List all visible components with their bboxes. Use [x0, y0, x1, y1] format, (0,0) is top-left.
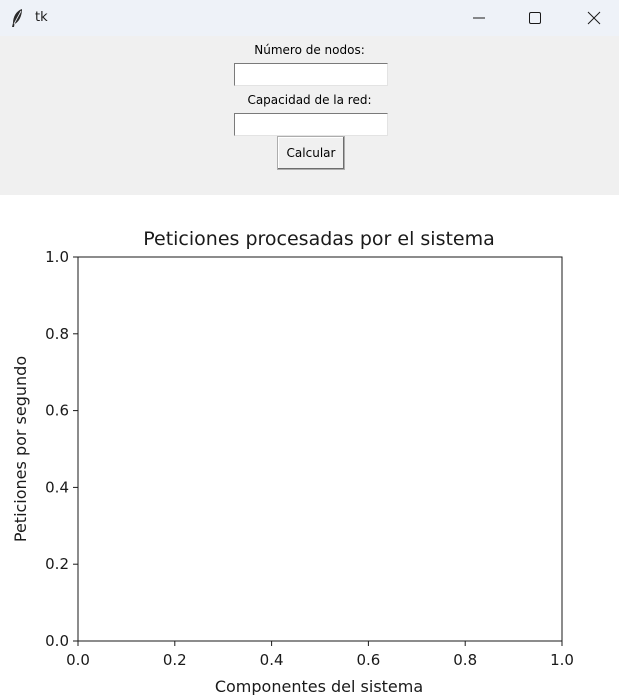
y-tick-label: 0.6	[45, 402, 69, 420]
chart: Peticiones procesadas por el sistema 0.0…	[11, 228, 574, 695]
close-icon	[587, 11, 601, 25]
y-tick-label: 0.4	[45, 478, 69, 496]
x-tick-label: 1.0	[550, 651, 574, 669]
x-tick-label: 0.2	[163, 651, 187, 669]
x-tick-label: 0.4	[260, 651, 284, 669]
x-tick-label: 0.6	[356, 651, 380, 669]
plot-area: Peticiones procesadas por el sistema 0.0…	[0, 195, 619, 695]
calculate-button[interactable]: Calcular	[277, 136, 345, 170]
y-tick-label: 0.8	[45, 325, 69, 343]
y-axis: 0.0 0.2 0.4 0.6 0.8 1.0	[45, 248, 78, 650]
x-tick-label: 0.8	[453, 651, 477, 669]
axes-frame	[77, 256, 563, 642]
y-tick-label: 0.0	[45, 632, 69, 650]
x-axis: 0.0 0.2 0.4 0.6 0.8 1.0	[66, 641, 574, 669]
y-axis-label: Peticiones por segundo	[11, 356, 30, 542]
minimize-icon	[473, 17, 485, 19]
nodes-input[interactable]	[234, 63, 388, 86]
x-axis-label: Componentes del sistema	[215, 677, 423, 695]
window-title: tk	[35, 10, 48, 25]
close-button[interactable]	[571, 0, 617, 36]
nodes-label: Número de nodos:	[254, 43, 365, 57]
y-tick-label: 1.0	[45, 248, 69, 266]
x-tick-label: 0.0	[66, 651, 90, 669]
y-tick-label: 0.2	[45, 555, 69, 573]
feather-icon	[12, 9, 22, 27]
title-bar: tk	[0, 0, 619, 36]
capacity-input[interactable]	[234, 113, 388, 136]
minimize-button[interactable]	[456, 0, 502, 36]
chart-title: Peticiones procesadas por el sistema	[143, 228, 495, 250]
input-form: Número de nodos: Capacidad de la red: Ca…	[0, 36, 619, 195]
maximize-icon	[529, 12, 541, 24]
maximize-button[interactable]	[512, 0, 558, 36]
capacity-label: Capacidad de la red:	[247, 93, 372, 107]
